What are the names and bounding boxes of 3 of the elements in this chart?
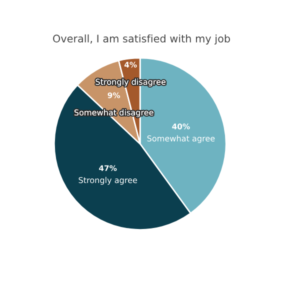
chart-title: Overall, I am satisfied with my job	[53, 34, 230, 45]
slice-label: Strongly agree	[78, 176, 138, 185]
slice-label: Somewhat agree	[147, 135, 215, 144]
